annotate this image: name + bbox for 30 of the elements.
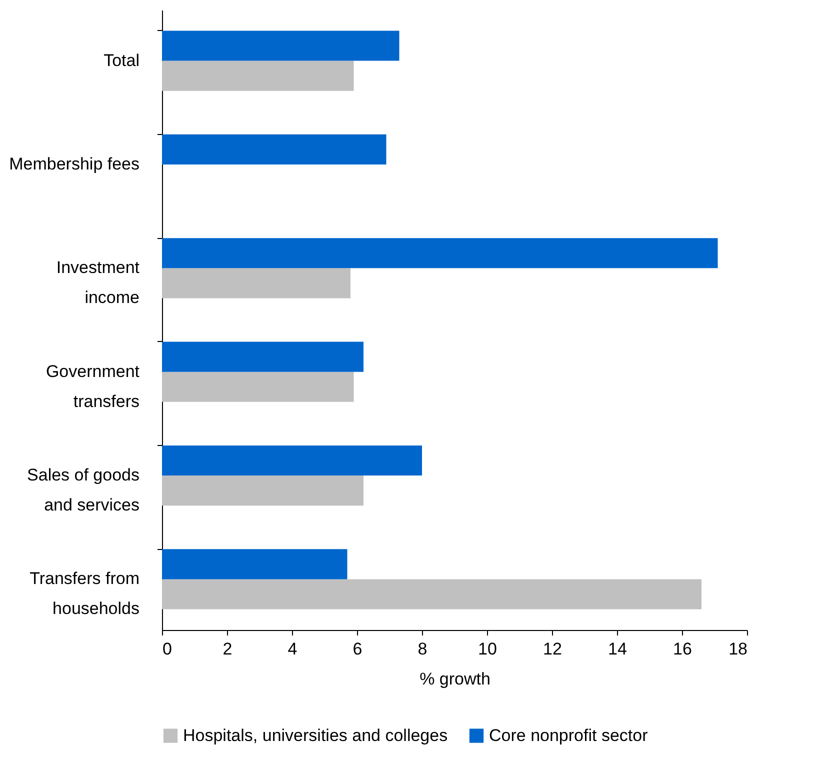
bar bbox=[162, 238, 718, 268]
x-tick-label: 4 bbox=[288, 640, 298, 658]
x-tick-label: 18 bbox=[728, 640, 748, 658]
bar bbox=[162, 549, 348, 580]
x-tick-label: 0 bbox=[162, 640, 172, 658]
bar bbox=[162, 342, 364, 372]
y-tick-label: Total bbox=[104, 50, 140, 70]
y-tick-label: Membership fees bbox=[9, 154, 140, 174]
y-tick-label: Sales of goods and services bbox=[27, 466, 140, 515]
bar bbox=[162, 579, 702, 610]
bar bbox=[162, 30, 400, 61]
x-tick-label: 16 bbox=[673, 640, 692, 658]
x-tick-label: 14 bbox=[608, 640, 627, 658]
x-tick-label: 8 bbox=[418, 640, 428, 658]
y-tick-label: Investment income bbox=[56, 258, 140, 308]
bar bbox=[162, 372, 354, 402]
bar bbox=[162, 476, 364, 506]
x-tick-label: 12 bbox=[543, 640, 562, 658]
y-tick-label: Transfers from households bbox=[30, 569, 140, 618]
x-tick-label: 6 bbox=[352, 640, 362, 658]
y-tick-label: Government transfers bbox=[46, 362, 140, 411]
bar bbox=[162, 445, 422, 476]
legend-label: Core nonprofit sector bbox=[489, 726, 648, 745]
legend-label: Hospitals, universities and colleges bbox=[183, 726, 448, 745]
bar bbox=[162, 60, 354, 91]
x-tick-label: 10 bbox=[478, 640, 497, 658]
bar bbox=[162, 134, 386, 164]
x-axis-title: % growth bbox=[420, 670, 490, 688]
x-tick-label: 2 bbox=[222, 640, 232, 658]
bar bbox=[162, 268, 350, 298]
